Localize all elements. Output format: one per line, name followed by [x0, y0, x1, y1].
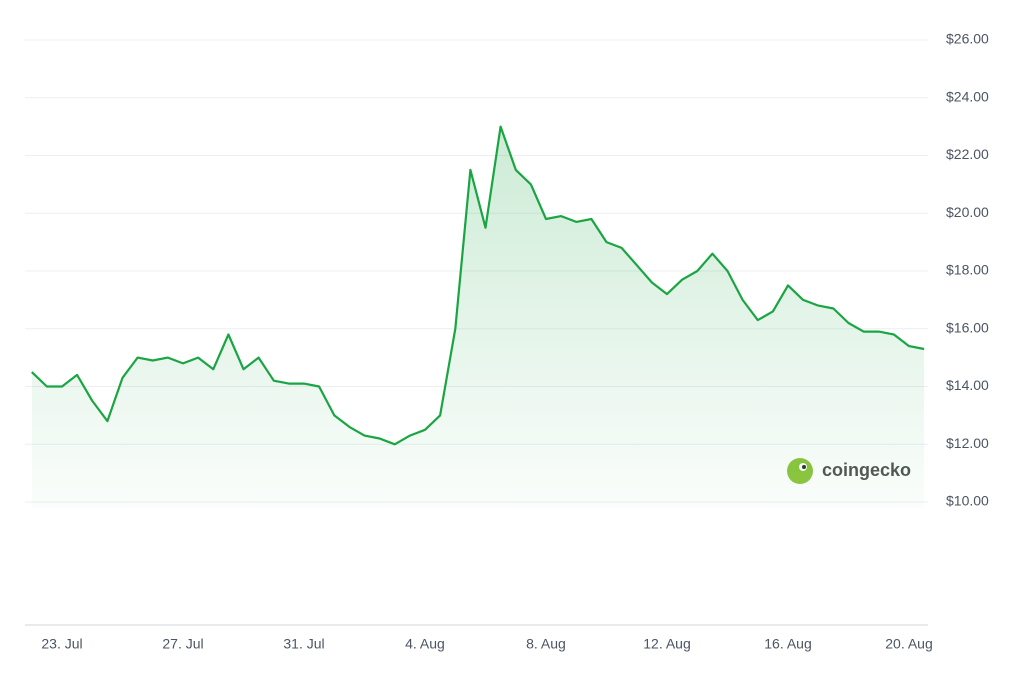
x-tick-label: 12. Aug — [643, 636, 691, 652]
y-tick-label: $12.00 — [946, 435, 989, 451]
price-area — [31, 126, 925, 508]
x-tick-label: 4. Aug — [405, 636, 445, 652]
y-tick-label: $22.00 — [946, 146, 989, 162]
y-tick-label: $24.00 — [946, 88, 989, 104]
x-tick-label: 8. Aug — [526, 636, 566, 652]
x-tick-label: 31. Jul — [283, 636, 324, 652]
y-tick-label: $20.00 — [946, 204, 989, 220]
x-tick-label: 23. Jul — [41, 636, 82, 652]
y-tick-label: $18.00 — [946, 262, 989, 278]
x-tick-label: 16. Aug — [764, 636, 812, 652]
price-line — [31, 125, 925, 446]
y-tick-label: $14.00 — [946, 377, 989, 393]
y-tick-label: $26.00 — [946, 31, 989, 47]
y-tick-label: $10.00 — [946, 493, 989, 509]
y-tick-label: $16.00 — [946, 319, 989, 335]
x-tick-label: 20. Aug — [885, 636, 933, 652]
x-tick-label: 27. Jul — [162, 636, 203, 652]
